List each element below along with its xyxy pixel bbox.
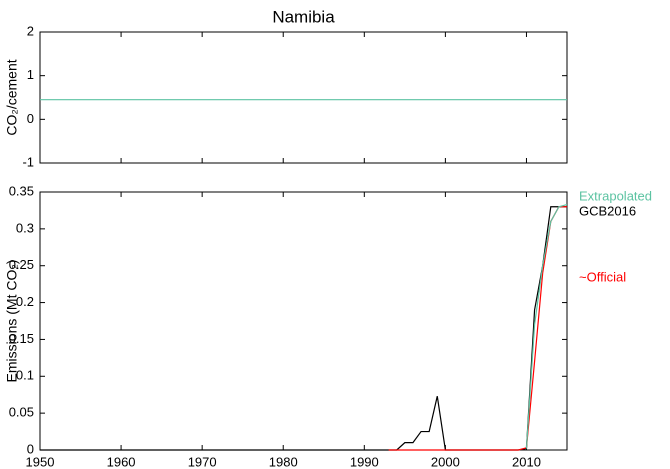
y-tick-label: 0.2 <box>16 294 34 309</box>
y-tick-label: 0.35 <box>9 183 34 198</box>
y-axis-label: Emissions (Mt CO₂) <box>4 260 20 383</box>
y-tick-label: -1 <box>22 154 34 169</box>
plot-frame <box>39 31 568 164</box>
y-tick-label: 0.15 <box>9 331 34 346</box>
y-tick-label: 0.1 <box>16 368 34 383</box>
x-tick-label: 1960 <box>107 454 136 469</box>
legend-label: ~Official <box>579 269 626 284</box>
y-tick-label: 0 <box>27 441 34 456</box>
x-tick-label: 1970 <box>188 454 217 469</box>
y-tick-label: 0.25 <box>9 257 34 272</box>
y-tick-label: 2 <box>27 23 34 38</box>
series-line <box>40 206 567 451</box>
x-tick-label: 2000 <box>431 454 460 469</box>
x-tick-label: 1990 <box>350 454 379 469</box>
x-tick-label: 1980 <box>269 454 298 469</box>
x-tick-label: 2010 <box>512 454 541 469</box>
legend-label: Extrapolated <box>579 188 652 203</box>
y-axis-label: CO₂/cement <box>4 59 20 135</box>
y-tick-label: 0.05 <box>9 405 34 420</box>
y-tick-label: 0 <box>27 111 34 126</box>
x-tick-label: 1950 <box>26 454 55 469</box>
chart-title: Namibia <box>272 7 335 26</box>
y-tick-label: 0.3 <box>16 220 34 235</box>
y-tick-label: 1 <box>27 67 34 82</box>
legend-label: GCB2016 <box>579 203 636 218</box>
series-line <box>525 203 568 449</box>
plot-frame <box>39 191 568 451</box>
series-line <box>388 206 567 451</box>
